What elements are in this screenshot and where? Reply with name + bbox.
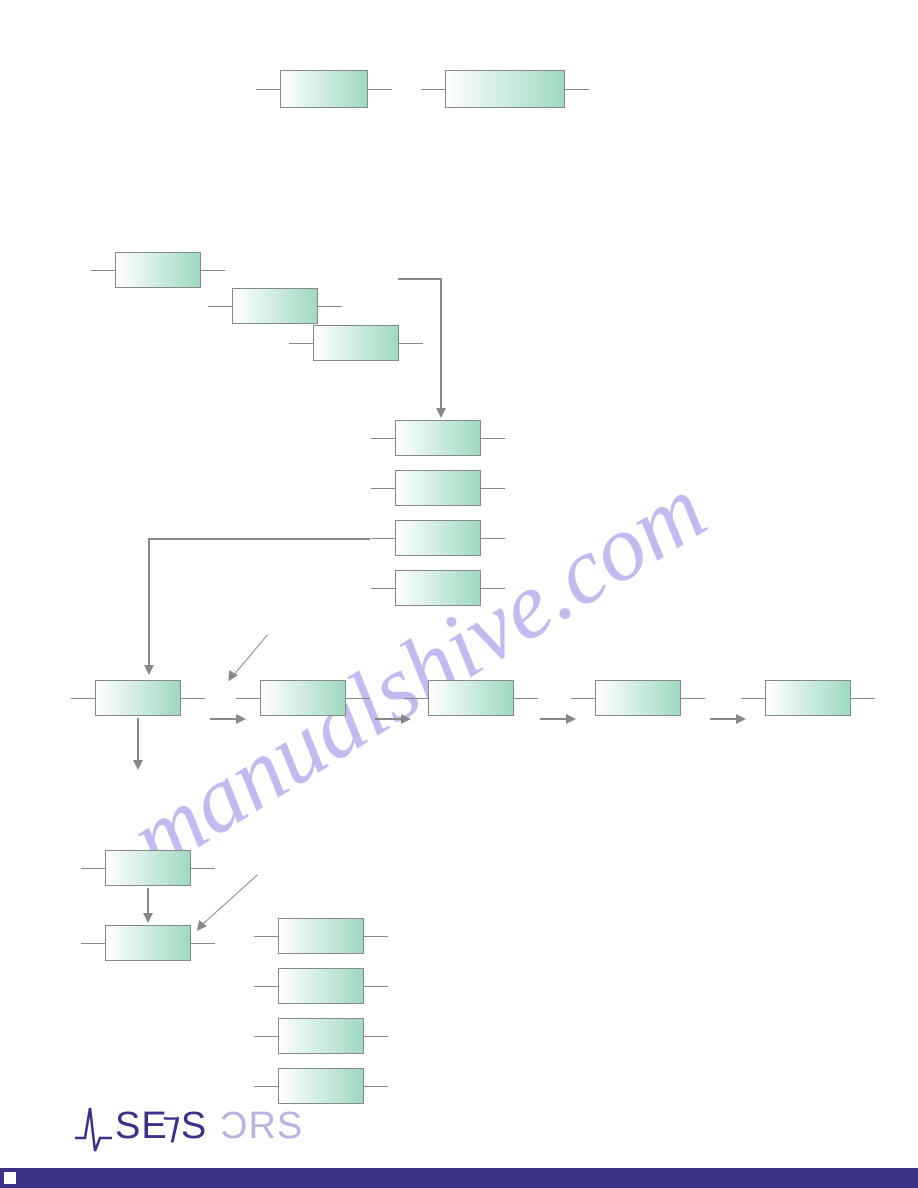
- arrowhead-r4: [736, 714, 746, 724]
- node-step2: [232, 288, 318, 324]
- node-g1c: [395, 520, 481, 556]
- node-row-e: [765, 680, 851, 716]
- node-bot-a: [105, 850, 191, 886]
- connector-c2-v: [148, 538, 150, 668]
- node-top-b: [445, 70, 565, 108]
- connector-c1-v: [440, 278, 442, 413]
- arrowhead-c6: [143, 913, 153, 923]
- arrowhead-c3: [133, 760, 143, 770]
- connector-c2-h: [148, 538, 370, 540]
- connector-r4: [710, 718, 738, 720]
- node-step1: [115, 252, 201, 288]
- connector-c1-h: [398, 278, 442, 280]
- connector-c6: [147, 888, 149, 916]
- connector-r3: [540, 718, 568, 720]
- connector-r1: [210, 718, 238, 720]
- node-row-a: [95, 680, 181, 716]
- arrowhead-r2: [401, 714, 411, 724]
- node-top-a: [280, 70, 368, 108]
- node-g1b: [395, 470, 481, 506]
- node-step3: [313, 325, 399, 361]
- arrowhead-r1: [236, 714, 246, 724]
- connector-diag1: [230, 634, 268, 679]
- svg-text:⁊S: ⁊S: [162, 1105, 206, 1147]
- svg-text:ƆRS: ƆRS: [220, 1105, 303, 1147]
- connector-r2: [375, 718, 403, 720]
- node-bot-b: [105, 925, 191, 961]
- arrowhead-c2: [144, 665, 154, 675]
- node-g1d: [395, 570, 481, 606]
- footer-bar: [0, 1168, 918, 1188]
- connector-c3: [137, 718, 139, 763]
- arrowhead-r3: [566, 714, 576, 724]
- node-row-d: [595, 680, 681, 716]
- node-g2c: [278, 1018, 364, 1054]
- svg-text:SE: SE: [115, 1105, 168, 1147]
- brand-logo: SE ⁊S ƆRS: [70, 1093, 330, 1153]
- node-row-c: [428, 680, 514, 716]
- node-row-b: [260, 680, 346, 716]
- node-g1a: [395, 420, 481, 456]
- node-g2a: [278, 918, 364, 954]
- connector-diag2: [199, 874, 258, 927]
- node-g2b: [278, 968, 364, 1004]
- arrowhead-c1: [436, 408, 446, 418]
